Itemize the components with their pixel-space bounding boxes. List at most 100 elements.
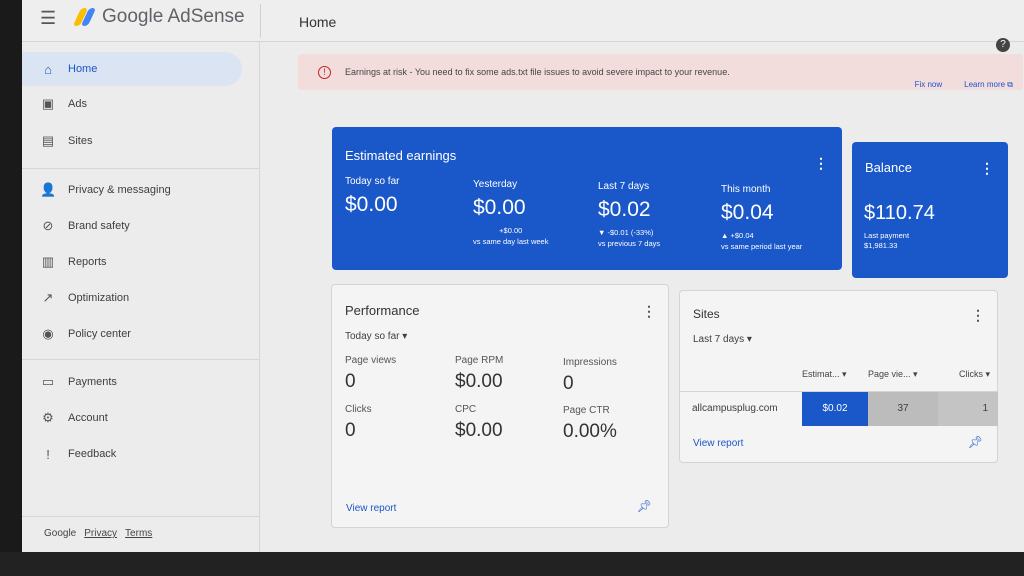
metric-value: 0 bbox=[345, 371, 356, 392]
pin-icon[interactable]: 📌︎ bbox=[636, 499, 652, 513]
metric-value: $0.02 bbox=[598, 198, 651, 221]
metric-label: Page views bbox=[345, 355, 397, 366]
sidebar-item-privacy[interactable]: 👤 Privacy & messaging bbox=[22, 173, 242, 207]
sidebar-item-home[interactable]: ⌂ Home bbox=[22, 52, 242, 86]
sidebar-item-label: Home bbox=[68, 63, 98, 75]
sidebar-footer: Google Privacy Terms bbox=[44, 528, 152, 539]
table-header: Estimat... ▾ Page vie... ▾ Clicks ▾ bbox=[802, 369, 998, 380]
metric-label: Yesterday bbox=[473, 179, 518, 190]
metric-label: Clicks bbox=[345, 404, 372, 415]
learn-more-link[interactable]: Learn more ⧉ bbox=[964, 80, 1013, 89]
divider bbox=[22, 359, 260, 360]
divider bbox=[22, 168, 260, 169]
metric-change: +$0.00 bbox=[499, 226, 523, 235]
metric: Page views 0 bbox=[345, 355, 396, 393]
estimated-earnings-card: Estimated earnings ⋮ Today so far $0.00 Y… bbox=[332, 127, 842, 270]
os-dock bbox=[0, 552, 1024, 576]
metric-value: $0.04 bbox=[721, 201, 774, 224]
sidebar-item-feedback[interactable]: ! Feedback bbox=[22, 437, 242, 471]
page-title: Home bbox=[299, 14, 337, 30]
more-options-icon[interactable]: ⋮ bbox=[642, 303, 656, 319]
metric-compare: vs same day last week bbox=[473, 236, 549, 246]
sidebar-item-ads[interactable]: ▣ Ads bbox=[22, 87, 242, 121]
metric-label: CPC bbox=[455, 404, 477, 415]
metric-value: 0.00% bbox=[563, 421, 617, 442]
metric-yesterday: Yesterday $0.00 +$0.00 vs same day last wee… bbox=[473, 179, 548, 247]
metric-label: This month bbox=[721, 184, 771, 195]
metric-value: $0.00 bbox=[473, 196, 526, 219]
column-header-clicks[interactable]: Clicks ▾ bbox=[958, 369, 990, 379]
metric: Page CTR 0.00% bbox=[563, 405, 617, 443]
payments-icon: ▭ bbox=[41, 374, 55, 389]
menu-icon[interactable]: ☰ bbox=[40, 8, 57, 28]
reports-icon: ▥ bbox=[41, 254, 55, 269]
adsense-logo-icon bbox=[72, 8, 97, 26]
sidebar-item-policy-center[interactable]: ◉ Policy center bbox=[22, 317, 242, 351]
sidebar-item-label: Brand safety bbox=[68, 220, 130, 232]
sidebar-item-reports[interactable]: ▥ Reports bbox=[22, 245, 242, 279]
site-name: allcampusplug.com bbox=[692, 403, 778, 414]
pin-icon[interactable]: 📌︎ bbox=[967, 435, 983, 449]
warning-icon: ! bbox=[318, 65, 331, 79]
site-page-views: 37 bbox=[868, 391, 938, 426]
card-title: Sites bbox=[693, 307, 720, 321]
column-header-earnings[interactable]: Estimat... ▾ bbox=[802, 369, 847, 379]
sidebar-item-brand-safety[interactable]: ⊘ Brand safety bbox=[22, 209, 242, 243]
metric-label: Page RPM bbox=[455, 355, 504, 366]
sidebar-item-payments[interactable]: ▭ Payments bbox=[22, 365, 242, 399]
sidebar-item-label: Ads bbox=[68, 98, 87, 110]
feedback-icon: ! bbox=[46, 446, 50, 462]
terms-link[interactable]: Terms bbox=[125, 528, 153, 539]
sidebar-item-label: Account bbox=[68, 412, 108, 424]
metric-value: $0.00 bbox=[455, 371, 503, 392]
metric-label: Last 7 days bbox=[598, 181, 650, 192]
card-title: Estimated earnings bbox=[345, 148, 457, 163]
sidebar-item-label: Payments bbox=[68, 376, 117, 388]
home-icon: ⌂ bbox=[44, 61, 52, 77]
sidebar-item-label: Feedback bbox=[68, 448, 117, 460]
help-icon[interactable]: ? bbox=[996, 38, 1010, 52]
column-header-page-views[interactable]: Page vie... ▾ bbox=[868, 369, 918, 379]
metric-value: 0 bbox=[563, 373, 574, 394]
metric-last-7-days: Last 7 days $0.02 ▼ -$0.01 (-33%) vs previo… bbox=[598, 181, 660, 249]
sidebar-item-label: Sites bbox=[68, 135, 93, 147]
more-options-icon[interactable]: ⋮ bbox=[971, 307, 985, 323]
metric-compare: vs previous 7 days bbox=[598, 238, 661, 248]
divider bbox=[260, 4, 261, 38]
optimization-icon: ↗ bbox=[42, 290, 54, 305]
sidebar-item-sites[interactable]: ▤ Sites bbox=[22, 124, 242, 158]
balance-value: $110.74 bbox=[864, 202, 935, 224]
balance-card: Balance ⋮ $110.74 Last payment $1,981.33 bbox=[852, 142, 1008, 278]
metric-value: $0.00 bbox=[345, 193, 398, 216]
metric-label: Page CTR bbox=[563, 405, 610, 416]
privacy-link[interactable]: Privacy bbox=[84, 528, 118, 539]
view-report-link[interactable]: View report bbox=[346, 503, 397, 514]
sidebar-item-optimization[interactable]: ↗ Optimization bbox=[22, 281, 242, 315]
range-dropdown[interactable]: Today so far ▾ bbox=[345, 331, 408, 342]
metric: Impressions 0 bbox=[563, 357, 617, 395]
sidebar-item-account[interactable]: ⚙ Account bbox=[22, 401, 242, 435]
more-options-icon[interactable]: ⋮ bbox=[980, 160, 994, 176]
site-earnings: $0.02 bbox=[802, 391, 868, 426]
table-row[interactable]: allcampusplug.com $0.02 37 1 bbox=[680, 391, 998, 426]
card-title: Balance bbox=[865, 160, 912, 175]
range-dropdown[interactable]: Last 7 days ▾ bbox=[693, 334, 752, 345]
view-report-link[interactable]: View report bbox=[693, 438, 744, 449]
sites-icon: ▤ bbox=[41, 133, 55, 148]
site-clicks: 1 bbox=[938, 391, 998, 426]
more-options-icon[interactable]: ⋮ bbox=[814, 155, 828, 171]
performance-card: Performance ⋮ Today so far ▾ Page views 0… bbox=[331, 284, 669, 528]
brand-safety-icon: ⊘ bbox=[42, 218, 54, 233]
fix-now-link[interactable]: Fix now bbox=[914, 80, 943, 89]
sidebar-item-label: Privacy & messaging bbox=[68, 184, 171, 196]
divider bbox=[22, 516, 260, 517]
metric-change: ▲ +$0.04 bbox=[721, 231, 754, 240]
last-payment-value: $1,981.33 bbox=[864, 240, 898, 250]
metric-this-month: This month $0.04 ▲ +$0.04 vs same period la… bbox=[721, 184, 802, 252]
metric: CPC $0.00 bbox=[455, 404, 503, 442]
ads-txt-alert: ! Earnings at risk - You need to fix som… bbox=[298, 54, 1023, 90]
logo[interactable]: Google AdSense bbox=[72, 6, 245, 28]
sidebar-item-label: Reports bbox=[68, 256, 107, 268]
metric-label: Impressions bbox=[563, 357, 617, 368]
alert-text: Earnings at risk - You need to fix some … bbox=[345, 67, 730, 77]
